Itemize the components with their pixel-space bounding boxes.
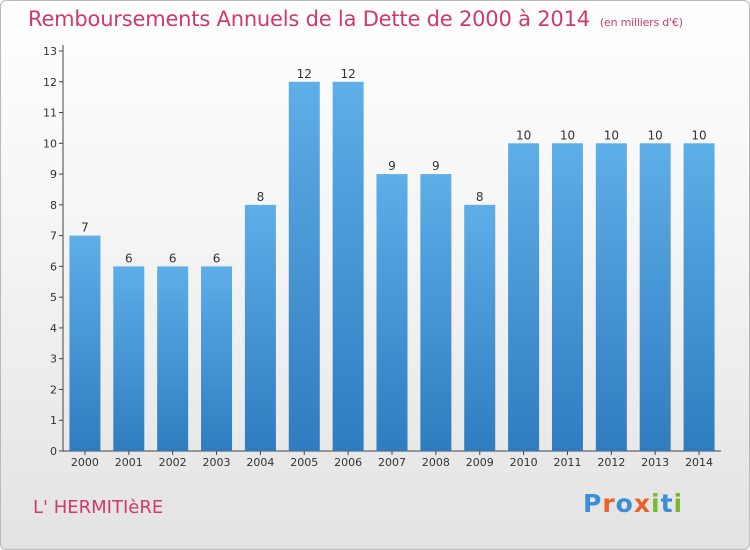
proxiti-logo: Proxiti <box>583 489 683 518</box>
x-tick-label-2006: 2006 <box>334 456 362 469</box>
logo-letter: r <box>602 489 616 518</box>
y-tick-label: 5 <box>50 291 57 304</box>
value-label-2001: 6 <box>125 251 133 265</box>
x-tick-label-2000: 2000 <box>71 456 99 469</box>
logo-letter: o <box>615 489 634 518</box>
x-tick-label-2005: 2005 <box>290 456 318 469</box>
bar-2009 <box>464 204 496 451</box>
bar-2014 <box>683 143 715 452</box>
commune-name: L' HERMITIèRE <box>33 497 164 518</box>
y-tick-label: 3 <box>50 353 57 366</box>
bar-2002 <box>157 266 189 451</box>
x-tick-label-2014: 2014 <box>685 456 713 469</box>
value-label-2004: 8 <box>257 190 265 204</box>
value-label-2002: 6 <box>169 251 177 265</box>
chart-title: Remboursements Annuels de la Dette de 20… <box>28 7 683 31</box>
y-tick-label: 7 <box>50 230 57 243</box>
bar-2013 <box>639 143 671 452</box>
bar-2000 <box>69 235 101 451</box>
value-labels: 7 6 6 6 8 12 12 9 9 8 10 10 10 10 10 <box>81 67 707 266</box>
value-label-2014: 10 <box>691 128 706 142</box>
bar-2011 <box>551 143 583 452</box>
y-tick-label: 13 <box>43 45 57 58</box>
x-tick-label-2009: 2009 <box>466 456 494 469</box>
bar-2006 <box>332 81 364 452</box>
x-tick-labels: 2000 2001 2002 2003 2004 2005 2006 2007 2008 2009… <box>71 456 713 469</box>
value-label-2012: 10 <box>604 128 619 142</box>
y-tick-label: 9 <box>50 168 57 181</box>
value-label-2000: 7 <box>81 221 89 235</box>
y-tick-label: 10 <box>43 137 57 150</box>
value-label-2013: 10 <box>648 128 663 142</box>
x-tick-label-2001: 2001 <box>115 456 143 469</box>
value-label-2008: 9 <box>432 159 440 173</box>
x-tick-label-2010: 2010 <box>510 456 538 469</box>
logo-letter: i <box>651 489 661 518</box>
bar-2012 <box>595 143 627 452</box>
value-label-2011: 10 <box>560 128 575 142</box>
y-tick-label: 6 <box>50 260 57 273</box>
value-label-2006: 12 <box>340 67 355 81</box>
x-tick-label-2011: 2011 <box>553 456 581 469</box>
logo-letter: i <box>673 489 684 518</box>
x-tick-label-2003: 2003 <box>203 456 231 469</box>
value-label-2009: 8 <box>476 190 484 204</box>
logo-letter: t <box>660 489 674 518</box>
bar-2001 <box>113 266 145 451</box>
y-tick-label: 0 <box>50 445 57 458</box>
bar-2010 <box>508 143 540 452</box>
value-label-2005: 12 <box>297 67 312 81</box>
unit-note: (en milliers d'€) <box>599 16 683 29</box>
bar-2008 <box>420 174 452 452</box>
bars <box>69 81 715 452</box>
bar-2004 <box>244 204 276 451</box>
x-tick-label-2007: 2007 <box>378 456 406 469</box>
value-label-2010: 10 <box>516 128 531 142</box>
logo-letter: P <box>583 489 603 518</box>
y-tick-label: 11 <box>43 107 57 120</box>
y-tick-label: 2 <box>50 383 57 396</box>
x-tick-label-2002: 2002 <box>159 456 187 469</box>
bar-2005 <box>288 81 320 452</box>
x-tick-label-2012: 2012 <box>597 456 625 469</box>
x-tick-label-2013: 2013 <box>641 456 669 469</box>
bar-2003 <box>201 266 233 451</box>
value-label-2007: 9 <box>388 159 396 173</box>
y-tick-label: 12 <box>43 76 57 89</box>
y-tick-label: 8 <box>50 199 57 212</box>
x-tick-label-2008: 2008 <box>422 456 450 469</box>
y-tick-label: 1 <box>50 414 57 427</box>
logo-letter: x <box>633 489 651 518</box>
y-tick-label: 4 <box>50 322 57 335</box>
bar-2007 <box>376 174 408 452</box>
value-label-2003: 6 <box>213 251 221 265</box>
chart-title-text: Remboursements Annuels de la Dette de 20… <box>28 7 590 31</box>
x-tick-label-2004: 2004 <box>246 456 274 469</box>
